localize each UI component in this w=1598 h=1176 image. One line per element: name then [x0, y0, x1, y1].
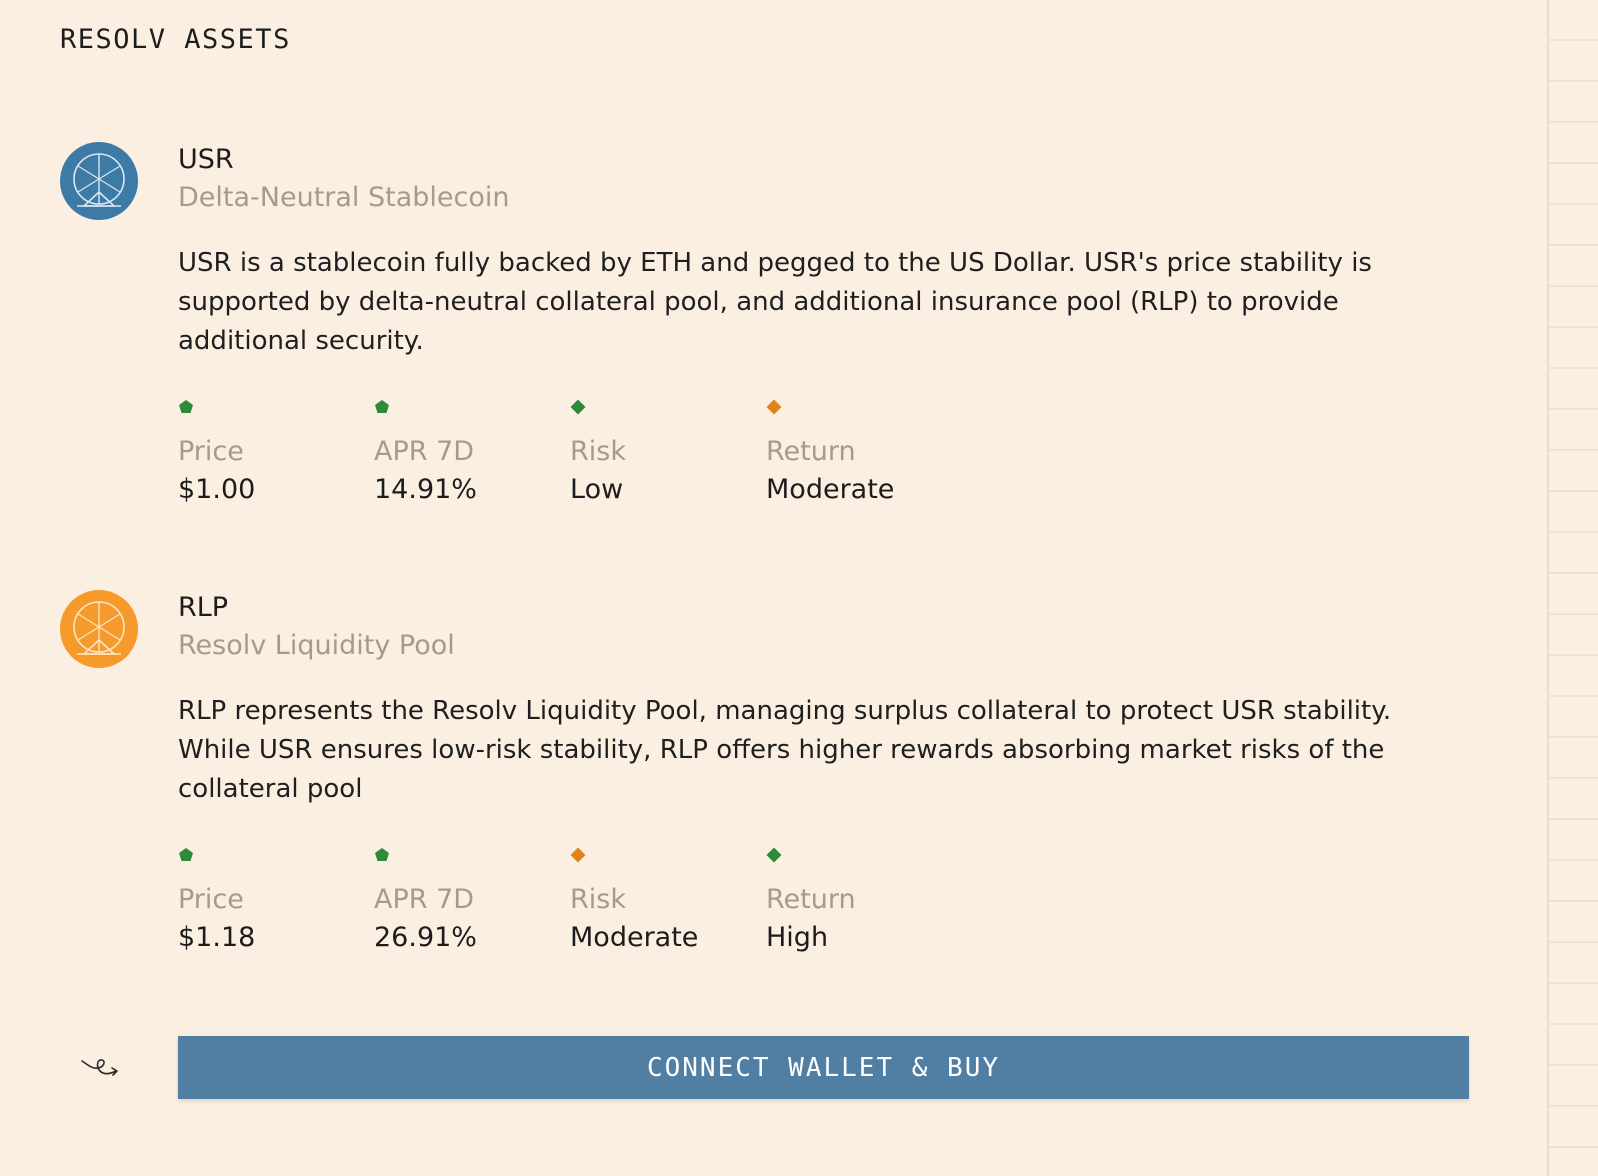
asset-stats: Price $1.00 APR 7D 14.91% Risk Low	[178, 397, 1478, 507]
asset-description: RLP represents the Resolv Liquidity Pool…	[178, 696, 1392, 804]
stat-value: 26.91%	[374, 922, 477, 953]
stat-label: Price	[178, 436, 244, 467]
stat-label: APR 7D	[374, 436, 475, 467]
stat-apr: APR 7D 26.91%	[374, 845, 570, 955]
usr-logo-icon	[60, 142, 138, 220]
stat-label: APR 7D	[374, 884, 475, 915]
asset-body: RLP Resolv Liquidity Pool RLP represents…	[178, 588, 1478, 955]
page-title: RESOLV ASSETS	[60, 24, 291, 55]
asset-subtitle: Resolv Liquidity Pool	[178, 630, 455, 661]
right-rail	[1547, 0, 1598, 1176]
asset-symbol: RLP	[178, 592, 229, 623]
asset-stats: Price $1.18 APR 7D 26.91% Risk Moderate	[178, 845, 1478, 955]
green-diamond-icon	[766, 845, 962, 865]
stat-label: Risk	[570, 436, 626, 467]
orange-diamond-icon	[570, 845, 766, 865]
asset-body: USR Delta-Neutral Stablecoin USR is a st…	[178, 140, 1478, 507]
stat-value: $1.00	[178, 474, 256, 505]
stat-value: Moderate	[570, 922, 699, 953]
rlp-logo-icon	[60, 590, 138, 668]
green-pentagon-icon	[178, 397, 374, 417]
stat-return: Return Moderate	[766, 397, 962, 507]
signature-arrow-icon	[80, 1053, 122, 1083]
green-diamond-icon	[570, 397, 766, 417]
asset-symbol: USR	[178, 144, 234, 175]
stat-value: High	[766, 922, 829, 953]
asset-description: USR is a stablecoin fully backed by ETH …	[178, 248, 1372, 356]
stat-risk: Risk Low	[570, 397, 766, 507]
stat-label: Return	[766, 436, 856, 467]
stat-price: Price $1.00	[178, 397, 374, 507]
stat-value: $1.18	[178, 922, 256, 953]
orange-diamond-icon	[766, 397, 962, 417]
green-pentagon-icon	[178, 845, 374, 865]
stat-price: Price $1.18	[178, 845, 374, 955]
connect-wallet-buy-button[interactable]: CONNECT WALLET & BUY	[178, 1036, 1469, 1099]
stat-risk: Risk Moderate	[570, 845, 766, 955]
stat-value: Moderate	[766, 474, 895, 505]
stat-label: Risk	[570, 884, 626, 915]
green-pentagon-icon	[374, 845, 570, 865]
stat-value: 14.91%	[374, 474, 477, 505]
stat-label: Price	[178, 884, 244, 915]
asset-subtitle: Delta-Neutral Stablecoin	[178, 182, 510, 213]
stat-label: Return	[766, 884, 856, 915]
stat-apr: APR 7D 14.91%	[374, 397, 570, 507]
stat-return: Return High	[766, 845, 962, 955]
stat-value: Low	[570, 474, 624, 505]
green-pentagon-icon	[374, 397, 570, 417]
